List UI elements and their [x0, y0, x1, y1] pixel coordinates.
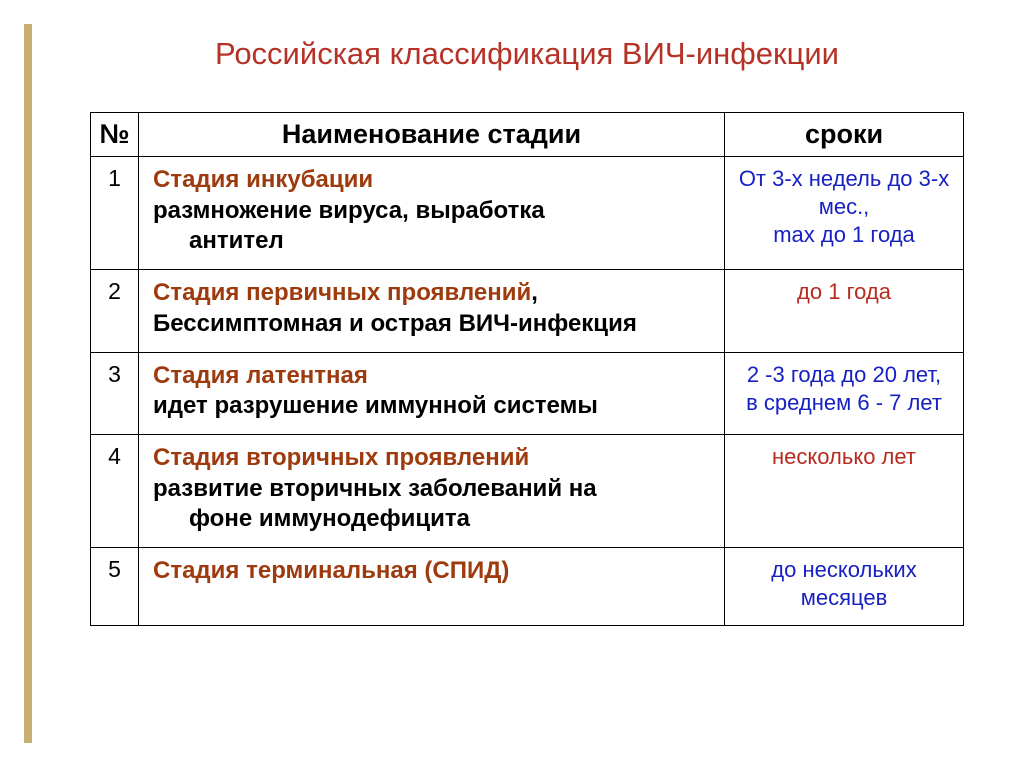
col-header-name: Наименование стадии	[139, 113, 725, 157]
table-row: 2 Стадия первичных проявлений, Бессимпто…	[91, 270, 964, 352]
term-text: до нескольких месяцев	[771, 557, 916, 610]
row-number: 3	[91, 352, 139, 434]
row-number: 2	[91, 270, 139, 352]
stage-name-cell: Стадия первичных проявлений, Бессимптомн…	[139, 270, 725, 352]
stage-subtitle: размножение вируса, выработка	[153, 197, 545, 224]
term-text: 2 -3 года до 20 лет,	[747, 362, 941, 387]
row-number: 4	[91, 435, 139, 548]
stage-title: Стадия первичных проявлений	[153, 279, 531, 306]
table-row: 3 Стадия латентная идет разрушение иммун…	[91, 352, 964, 434]
stage-title-suffix: ,	[531, 279, 538, 306]
table-header-row: № Наименование стадии сроки	[91, 113, 964, 157]
classification-table: № Наименование стадии сроки 1 Стадия инк…	[90, 112, 964, 626]
term-text: до 1 года	[797, 279, 891, 304]
table-row: 1 Стадия инкубации размножение вируса, в…	[91, 157, 964, 270]
stage-name-cell: Стадия инкубации размножение вируса, выр…	[139, 157, 725, 270]
term-cell: несколько лет	[725, 435, 964, 548]
col-header-term: сроки	[725, 113, 964, 157]
col-header-num: №	[91, 113, 139, 157]
stage-subtitle: Бессимптомная и острая ВИЧ-инфекция	[153, 310, 637, 337]
table-row: 4 Стадия вторичных проявлений развитие в…	[91, 435, 964, 548]
term-text: несколько лет	[772, 444, 916, 469]
stage-subtitle: фоне иммунодефицита	[153, 504, 714, 535]
stage-title: Стадия инкубации	[153, 166, 373, 193]
term-text: От 3-х недель до 3-х мес.,	[739, 166, 949, 219]
stage-name-cell: Стадия вторичных проявлений развитие вто…	[139, 435, 725, 548]
term-text: в среднем 6 - 7 лет	[746, 390, 942, 415]
term-cell: 2 -3 года до 20 лет, в среднем 6 - 7 лет	[725, 352, 964, 434]
decorative-side-bar	[24, 24, 32, 743]
term-cell: до нескольких месяцев	[725, 548, 964, 625]
term-cell: От 3-х недель до 3-х мес., max до 1 года	[725, 157, 964, 270]
stage-name-cell: Стадия латентная идет разрушение иммунно…	[139, 352, 725, 434]
page-title: Российская классификация ВИЧ-инфекции	[90, 36, 964, 72]
stage-title: Стадия вторичных проявлений	[153, 444, 529, 471]
stage-name-cell: Стадия терминальная (СПИД)	[139, 548, 725, 625]
row-number: 1	[91, 157, 139, 270]
stage-subtitle: развитие вторичных заболеваний на	[153, 475, 597, 502]
stage-title: Стадия терминальная (СПИД)	[153, 557, 509, 584]
stage-subtitle: идет разрушение иммунной системы	[153, 392, 598, 419]
stage-subtitle: антител	[153, 226, 714, 257]
row-number: 5	[91, 548, 139, 625]
table-row: 5 Стадия терминальная (СПИД) до нескольк…	[91, 548, 964, 625]
term-text: max до 1 года	[773, 222, 915, 247]
term-cell: до 1 года	[725, 270, 964, 352]
stage-title: Стадия латентная	[153, 362, 368, 389]
